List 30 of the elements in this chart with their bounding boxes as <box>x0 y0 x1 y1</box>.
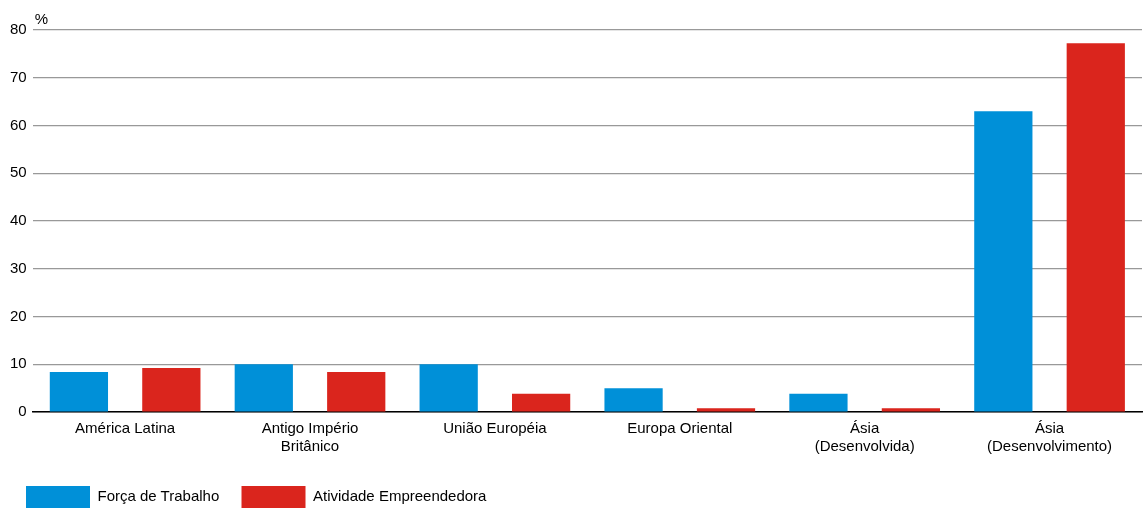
y-tick-label: 70 <box>10 67 27 85</box>
bar <box>974 111 1033 412</box>
y-tick-label: 10 <box>10 354 27 372</box>
bar <box>512 393 571 412</box>
y-tick-label: 50 <box>10 163 27 181</box>
bar <box>696 408 756 412</box>
bar <box>789 393 848 412</box>
legend-label: Atividade Empreendedora <box>313 487 488 505</box>
y-tick-label: 80 <box>10 20 27 38</box>
y-tick-label: 60 <box>10 115 27 133</box>
bar <box>604 388 663 412</box>
bar <box>49 371 109 412</box>
x-tick-label: América Latina <box>75 419 176 437</box>
x-tick-label: Europa Oriental <box>627 419 733 437</box>
bar <box>327 371 386 412</box>
y-tick-label: 40 <box>10 211 27 229</box>
y-tick-label: 0 <box>18 402 27 420</box>
x-tick-label: Antigo Império Britânico <box>261 419 359 455</box>
legend-label: Força de Trabalho <box>97 487 220 505</box>
bar <box>419 364 478 412</box>
bar <box>234 364 293 412</box>
x-tick-label: União Européia <box>443 419 548 437</box>
y-axis-title: % <box>34 9 49 27</box>
x-tick-label: Ásia (Desenvolvida) <box>814 419 915 455</box>
bar <box>881 408 941 412</box>
x-tick-label: Ásia (Desenvolvimento) <box>987 419 1113 455</box>
bar <box>142 368 201 412</box>
bar <box>1066 43 1125 412</box>
y-tick-label: 20 <box>10 306 27 324</box>
y-tick-label: 30 <box>10 258 27 276</box>
